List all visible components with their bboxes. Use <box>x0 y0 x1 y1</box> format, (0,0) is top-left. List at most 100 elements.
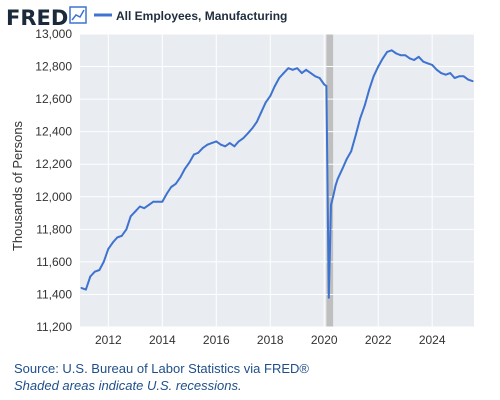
data-point <box>134 210 137 213</box>
data-point <box>325 85 328 87</box>
data-point <box>381 57 384 60</box>
recession-shading <box>326 34 334 327</box>
y-tick-label: 12,400 <box>35 125 72 139</box>
data-point <box>242 137 245 140</box>
data-point <box>156 200 159 203</box>
y-tick-label: 11,800 <box>36 222 72 236</box>
data-point <box>206 143 209 146</box>
data-point <box>93 270 96 273</box>
data-point <box>85 288 87 291</box>
data-point <box>201 147 204 149</box>
data-point <box>300 72 303 74</box>
data-point <box>161 200 164 203</box>
data-point <box>80 287 83 289</box>
y-tick-label: 12,200 <box>35 157 72 171</box>
data-point <box>170 186 173 188</box>
data-point <box>152 200 155 203</box>
series-layer <box>80 49 474 299</box>
y-tick-label: 12,600 <box>35 92 72 106</box>
data-point <box>287 67 290 70</box>
data-point <box>174 182 177 185</box>
data-point <box>314 75 317 78</box>
fred-logo[interactable]: FRED <box>6 6 68 30</box>
data-point <box>332 195 335 198</box>
data-point <box>125 228 128 231</box>
x-tick-label: 2024 <box>419 333 446 347</box>
data-point <box>363 104 366 107</box>
y-axis-ticks: 11,200 11,400 11,600 11,800 12,000 12,200 12,4… <box>35 27 72 334</box>
data-point <box>188 161 191 164</box>
x-tick-label: 2018 <box>257 333 284 347</box>
data-point <box>462 75 465 78</box>
data-point <box>372 75 375 78</box>
data-point <box>444 73 447 76</box>
data-point <box>210 142 213 144</box>
data-point <box>408 57 411 60</box>
data-point <box>431 64 434 66</box>
data-point <box>336 177 339 180</box>
data-point <box>359 117 362 120</box>
data-point <box>107 247 110 250</box>
data-point <box>377 65 380 68</box>
y-tick-label: 11,400 <box>36 287 72 301</box>
data-point <box>330 204 332 206</box>
y-tick-label: 12,000 <box>35 190 72 204</box>
data-point <box>183 168 186 171</box>
data-point <box>390 49 393 52</box>
data-point <box>368 88 371 91</box>
data-point <box>440 72 442 74</box>
data-point <box>404 54 407 57</box>
data-point <box>282 72 285 74</box>
data-point <box>318 77 321 79</box>
data-point <box>255 121 258 123</box>
data-point <box>395 52 398 55</box>
data-point <box>309 72 312 74</box>
data-point <box>399 54 402 57</box>
data-point <box>435 68 438 71</box>
data-point <box>386 51 389 53</box>
data-point <box>350 150 353 153</box>
data-point <box>98 269 101 271</box>
legend-label[interactable]: All Employees, Manufacturing <box>116 9 287 23</box>
data-point <box>422 60 425 63</box>
line-chart-icon <box>69 6 87 24</box>
data-point <box>246 132 249 135</box>
data-point <box>269 94 272 97</box>
data-point <box>179 176 182 179</box>
data-point <box>139 205 141 208</box>
data-point <box>219 143 222 146</box>
recession-band-0 <box>326 34 334 327</box>
data-point <box>449 72 452 74</box>
recession-note: Shaded areas indicate U.S. recessions. <box>14 378 242 393</box>
data-point <box>102 260 105 263</box>
data-point <box>453 77 456 79</box>
data-point <box>327 296 330 299</box>
data-point <box>323 83 326 86</box>
x-tick-label: 2020 <box>311 333 338 347</box>
data-point <box>354 134 357 136</box>
y-tick-label: 11,600 <box>36 255 72 269</box>
x-tick-label: 2016 <box>203 333 230 347</box>
data-point <box>215 140 218 143</box>
data-point <box>296 67 299 70</box>
data-point <box>89 275 92 278</box>
data-point <box>458 75 461 78</box>
data-point <box>413 59 415 61</box>
data-point <box>305 68 308 71</box>
x-tick-label: 2022 <box>365 333 392 347</box>
data-point <box>228 142 231 144</box>
data-point <box>334 184 337 187</box>
plot-area <box>80 34 474 327</box>
data-point <box>116 236 119 239</box>
data-point <box>260 111 263 114</box>
data-point <box>467 78 469 81</box>
data-point <box>417 55 420 58</box>
data-point <box>197 151 200 154</box>
data-point <box>120 234 123 237</box>
data-point <box>165 192 168 195</box>
data-point <box>147 204 150 206</box>
data-point <box>273 85 276 87</box>
data-point <box>129 215 132 218</box>
data-point <box>224 145 227 148</box>
